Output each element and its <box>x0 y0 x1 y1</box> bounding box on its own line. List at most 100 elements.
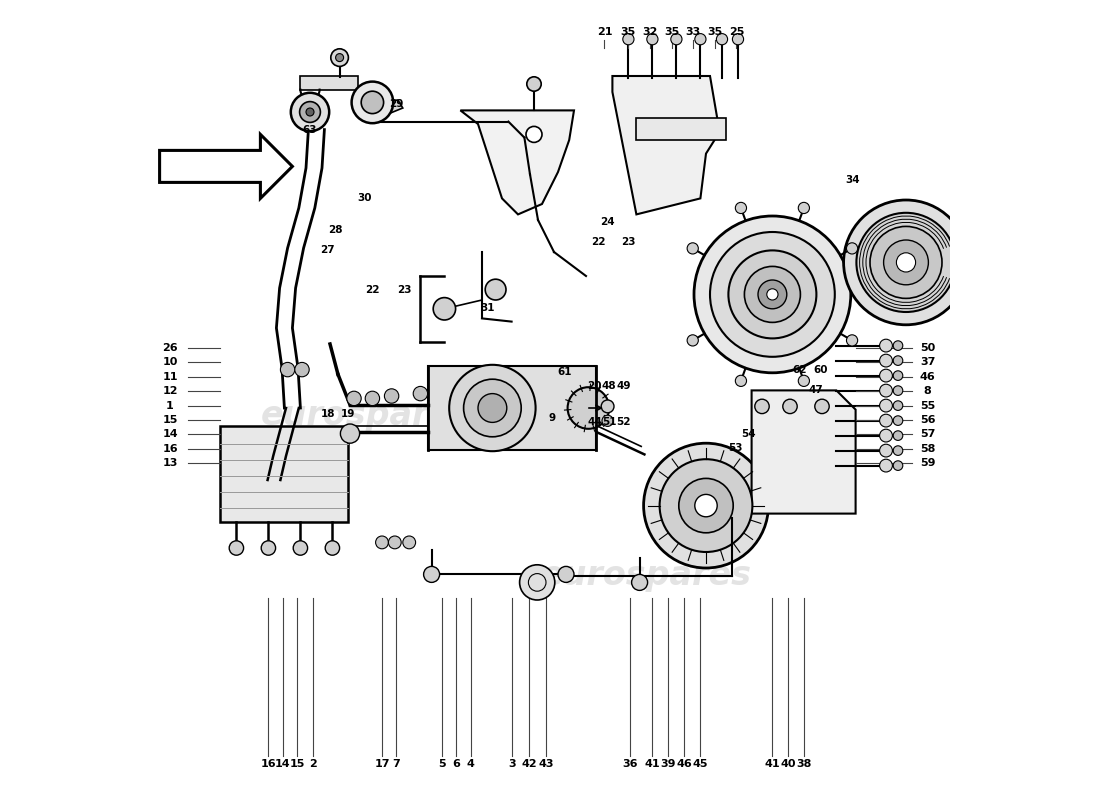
Circle shape <box>280 362 295 377</box>
Text: 4: 4 <box>466 759 475 769</box>
Text: 15: 15 <box>163 415 178 425</box>
Circle shape <box>644 443 769 568</box>
Text: 16: 16 <box>162 444 178 454</box>
Text: 55: 55 <box>920 401 935 410</box>
Circle shape <box>485 279 506 300</box>
Circle shape <box>815 399 829 414</box>
Text: 16: 16 <box>261 759 276 769</box>
Polygon shape <box>220 426 349 522</box>
Text: 63: 63 <box>302 125 317 134</box>
Circle shape <box>880 459 892 472</box>
Text: 39: 39 <box>661 759 676 769</box>
Circle shape <box>893 401 903 410</box>
Circle shape <box>326 541 340 555</box>
Circle shape <box>880 384 892 397</box>
Circle shape <box>388 536 401 549</box>
Circle shape <box>728 250 816 338</box>
Circle shape <box>799 202 810 214</box>
Circle shape <box>449 365 536 451</box>
Circle shape <box>290 93 329 131</box>
Text: 30: 30 <box>358 194 372 203</box>
Text: 19: 19 <box>341 410 355 419</box>
Circle shape <box>261 541 276 555</box>
Text: 25: 25 <box>728 27 744 37</box>
Text: 38: 38 <box>796 759 812 769</box>
Circle shape <box>414 386 428 401</box>
Text: 59: 59 <box>920 458 935 468</box>
Circle shape <box>847 242 858 254</box>
Circle shape <box>384 389 399 403</box>
Text: 5: 5 <box>438 759 446 769</box>
Text: eurospares: eurospares <box>261 399 472 433</box>
Circle shape <box>857 213 956 312</box>
Circle shape <box>295 362 309 377</box>
Text: 6: 6 <box>452 759 460 769</box>
Circle shape <box>893 461 903 470</box>
Polygon shape <box>461 110 574 214</box>
Text: 29: 29 <box>389 99 404 109</box>
Circle shape <box>716 34 727 45</box>
Circle shape <box>602 415 613 426</box>
Text: 47: 47 <box>808 386 823 395</box>
Circle shape <box>844 200 968 325</box>
Text: 40: 40 <box>781 759 796 769</box>
Circle shape <box>758 280 786 309</box>
Text: 11: 11 <box>163 372 178 382</box>
Circle shape <box>346 391 361 406</box>
Circle shape <box>880 429 892 442</box>
Circle shape <box>694 216 850 373</box>
Text: 22: 22 <box>591 237 605 246</box>
Circle shape <box>519 565 554 600</box>
Circle shape <box>299 102 320 122</box>
Circle shape <box>527 77 541 91</box>
Text: 23: 23 <box>621 237 636 246</box>
Text: 18: 18 <box>320 410 334 419</box>
Text: 28: 28 <box>329 226 343 235</box>
Circle shape <box>870 226 942 298</box>
Circle shape <box>783 399 798 414</box>
Circle shape <box>896 253 915 272</box>
Circle shape <box>647 34 658 45</box>
Circle shape <box>735 202 747 214</box>
Text: 8: 8 <box>924 386 932 396</box>
Text: 57: 57 <box>920 430 935 439</box>
Text: 35: 35 <box>620 27 636 37</box>
Circle shape <box>294 541 308 555</box>
Text: 1: 1 <box>166 401 174 410</box>
Text: 58: 58 <box>920 444 935 454</box>
Text: 37: 37 <box>920 358 935 367</box>
Text: 3: 3 <box>508 759 516 769</box>
Text: 34: 34 <box>845 175 860 185</box>
Circle shape <box>733 34 744 45</box>
Text: 35: 35 <box>664 27 679 37</box>
Text: 2: 2 <box>309 759 317 769</box>
Text: 22: 22 <box>365 285 380 294</box>
Circle shape <box>893 341 903 350</box>
Text: eurospares: eurospares <box>540 559 751 593</box>
Text: 52: 52 <box>616 418 630 427</box>
Text: 17: 17 <box>374 759 389 769</box>
Circle shape <box>336 54 343 62</box>
Circle shape <box>893 356 903 366</box>
Text: 26: 26 <box>162 343 178 353</box>
Polygon shape <box>751 390 856 514</box>
Circle shape <box>695 34 706 45</box>
Text: 33: 33 <box>685 27 701 37</box>
Text: 41: 41 <box>764 759 780 769</box>
Circle shape <box>847 334 858 346</box>
Polygon shape <box>613 76 719 214</box>
Circle shape <box>880 339 892 352</box>
Text: 43: 43 <box>538 759 553 769</box>
Circle shape <box>463 379 521 437</box>
Text: 36: 36 <box>623 759 638 769</box>
Circle shape <box>880 370 892 382</box>
Circle shape <box>893 416 903 426</box>
Circle shape <box>688 334 698 346</box>
Circle shape <box>893 386 903 395</box>
Text: 51: 51 <box>602 418 616 427</box>
Text: 21: 21 <box>596 27 612 37</box>
Polygon shape <box>300 76 358 90</box>
Circle shape <box>352 82 393 123</box>
Text: 49: 49 <box>616 381 630 390</box>
Circle shape <box>893 430 903 440</box>
